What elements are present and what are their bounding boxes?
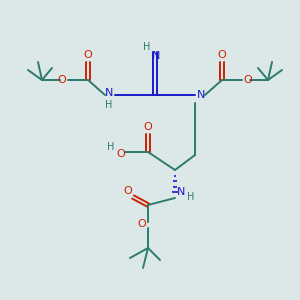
Text: H: H <box>143 42 151 52</box>
Text: O: O <box>144 122 152 132</box>
Text: H: H <box>105 100 113 110</box>
Text: O: O <box>218 50 226 60</box>
Text: O: O <box>58 75 66 85</box>
Text: N: N <box>152 51 160 61</box>
Text: N: N <box>177 187 185 197</box>
Text: N: N <box>105 88 113 98</box>
Text: O: O <box>84 50 92 60</box>
Text: O: O <box>138 219 146 229</box>
Text: N: N <box>197 90 205 100</box>
Text: H: H <box>187 192 195 202</box>
Text: O: O <box>124 186 132 196</box>
Text: O: O <box>244 75 252 85</box>
Text: O: O <box>117 149 125 159</box>
Text: H: H <box>107 142 115 152</box>
